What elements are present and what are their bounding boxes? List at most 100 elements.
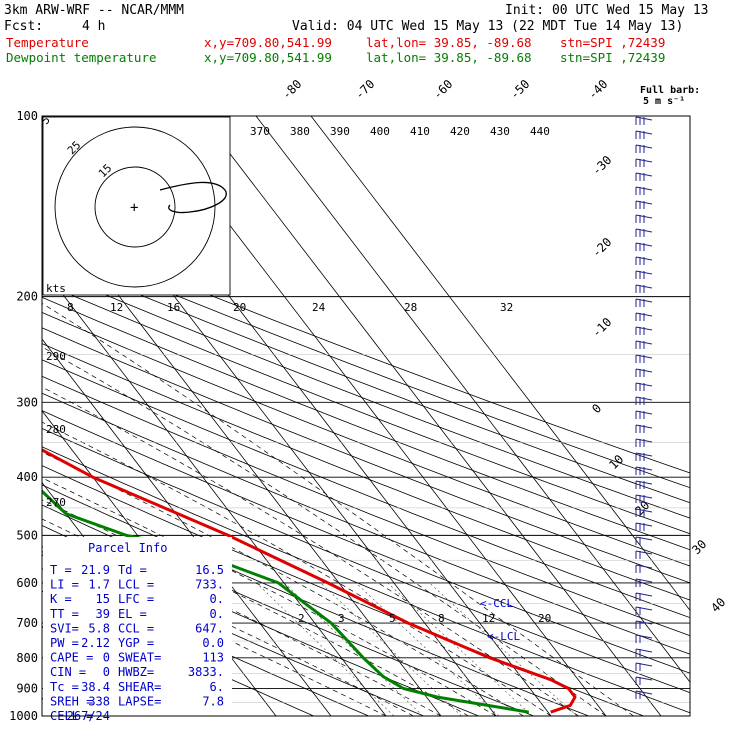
- mixing-ratio-label: 28: [404, 301, 417, 314]
- theta-left-label: 270: [46, 496, 66, 509]
- mixing-ratio-label-low: 2: [298, 612, 305, 625]
- mixing-ratio-label-low: 5: [389, 612, 396, 625]
- isotherm-label: -30: [589, 153, 614, 178]
- wind-barb: [635, 550, 653, 555]
- valid-time: Valid: 04 UTC Wed 15 May 13 (22 MDT Tue …: [292, 19, 683, 34]
- parcel-info-cell: TT =: [50, 607, 79, 621]
- parcel-info-title: Parcel Info: [88, 541, 167, 555]
- temperature-profile: [42, 448, 577, 714]
- theta-label: 420: [450, 125, 470, 138]
- wind-barb: [635, 662, 653, 667]
- legend-temperature-xy: x,y=709.80,541.99: [204, 35, 332, 50]
- moist-adiabat: [42, 421, 552, 716]
- mixing-ratio-label: 16: [167, 301, 180, 314]
- wind-barb: [635, 620, 653, 625]
- pressure-tick-label: 600: [16, 576, 38, 590]
- isotherm-label: -10: [589, 315, 614, 340]
- parcel-info-cell: SHEAR=: [118, 680, 161, 694]
- pressure-tick-label: 100: [16, 109, 38, 123]
- legend-dewpoint-xy: x,y=709.80,541.99: [204, 50, 332, 65]
- parcel-info-cell: HWBZ=: [118, 665, 154, 679]
- moist-adiabat: [42, 346, 607, 716]
- theta-label: 430: [490, 125, 510, 138]
- wind-barb: [635, 564, 653, 569]
- isotherm-label: 10: [606, 452, 626, 472]
- wind-barb: [635, 634, 653, 639]
- legend-temperature-stn: stn=SPI ,72439: [560, 35, 665, 50]
- wind-barb: [635, 676, 653, 681]
- parcel-info-cell: 39: [96, 607, 110, 621]
- pressure-tick-label: 800: [16, 651, 38, 665]
- parcel-info-cell: PW =: [50, 636, 79, 650]
- wind-barb: [635, 606, 653, 611]
- legend-dewpoint-stn: stn=SPI ,72439: [560, 50, 665, 65]
- wind-barb: [635, 648, 653, 653]
- parcel-info-cell: 0: [103, 665, 110, 679]
- pressure-tick-label: 1000: [9, 709, 38, 723]
- ccl-marker: <-CCL: [480, 597, 513, 610]
- mixing-ratio-line: [256, 582, 395, 716]
- theta-left-label: 280: [46, 423, 66, 436]
- parcel-info-cell: 6.: [210, 680, 224, 694]
- pressure-tick-label: 200: [16, 290, 38, 304]
- lcl-marker: <-LCL: [487, 630, 520, 643]
- isotherm-label: 30: [689, 537, 709, 557]
- wind-barbs: [635, 116, 653, 699]
- moist-adiabat: [42, 535, 414, 716]
- moist-adiabat: [42, 499, 469, 716]
- mixing-ratio-label: 12: [110, 301, 123, 314]
- parcel-info-cell: 0.: [210, 592, 224, 606]
- mixing-ratio-label-low: 12: [482, 612, 495, 625]
- isotherm: [310, 116, 690, 612]
- parcel-info-cell: 15: [96, 592, 110, 606]
- init-time: Init: 00 UTC Wed 15 May 13: [505, 3, 709, 18]
- parcel-info-cell: CCL =: [118, 621, 154, 635]
- plot-frame: [41, 115, 691, 717]
- dewpoint-profile: [42, 489, 529, 714]
- profiles: [42, 448, 577, 714]
- legend-dewpoint-latlon: lat,lon= 39.85, -89.68: [366, 50, 532, 65]
- parcel-info-cell: K =: [50, 592, 72, 606]
- theta-label: 440: [530, 125, 550, 138]
- parcel-info-cell: CIN =: [50, 665, 86, 679]
- theta-label: 390: [330, 125, 350, 138]
- isotherm-label: 20: [632, 498, 652, 518]
- fcst-label: Fcst:: [4, 19, 43, 34]
- isotherm-label: -70: [352, 77, 377, 102]
- parcel-info-cell: LAPSE=: [118, 694, 161, 708]
- mixing-ratio-label: 24: [312, 301, 326, 314]
- isotherm-label: 0: [589, 401, 604, 416]
- mixing-ratio-label-low: 3: [338, 612, 345, 625]
- parcel-info-cell: SWEAT=: [118, 651, 161, 665]
- isotherm-label: -40: [585, 77, 610, 102]
- parcel-info-cell: 38.4: [81, 680, 110, 694]
- isotherm-label: -80: [279, 77, 304, 102]
- parcel-info-cell: 16.5: [195, 563, 224, 577]
- hodograph-frame: [42, 116, 231, 296]
- parcel-info-cell: EL =: [118, 607, 147, 621]
- fcst-value: 4 h: [82, 19, 105, 34]
- isotherm: [42, 266, 387, 716]
- parcel-info-box: Parcel Info T = 21.9 Td = 16.5 LI = 1.7 LCL = 7…: [43, 537, 232, 723]
- parcel-info-cell: 0: [103, 651, 110, 665]
- wind-barb: [635, 578, 653, 583]
- isotherm-label: -60: [430, 77, 455, 102]
- parcel-info-cell: YGP =: [118, 636, 154, 650]
- parcel-info-cell: 5.8: [88, 621, 110, 635]
- hodo-trace: [159, 181, 227, 214]
- parcel-info-cell: Td =: [118, 563, 147, 577]
- parcel-info-cell: 0.: [210, 607, 224, 621]
- parcel-info-cell: Tc =: [50, 680, 79, 694]
- pressure-tick-label: 900: [16, 682, 38, 696]
- parcel-info-cell: 113: [202, 651, 224, 665]
- legend-temperature: Temperature: [6, 35, 89, 50]
- parcel-info-cell: 2.12: [81, 636, 110, 650]
- parcel-info-cell: 338: [88, 694, 110, 708]
- isotherm-label: -20: [589, 235, 614, 260]
- model-title: 3km ARW-WRF -- NCAR/MMM: [4, 3, 184, 18]
- pressure-tick-label: 500: [16, 528, 38, 542]
- pressure-tick-label: 300: [16, 395, 38, 409]
- isotherm-label: 40: [708, 595, 728, 615]
